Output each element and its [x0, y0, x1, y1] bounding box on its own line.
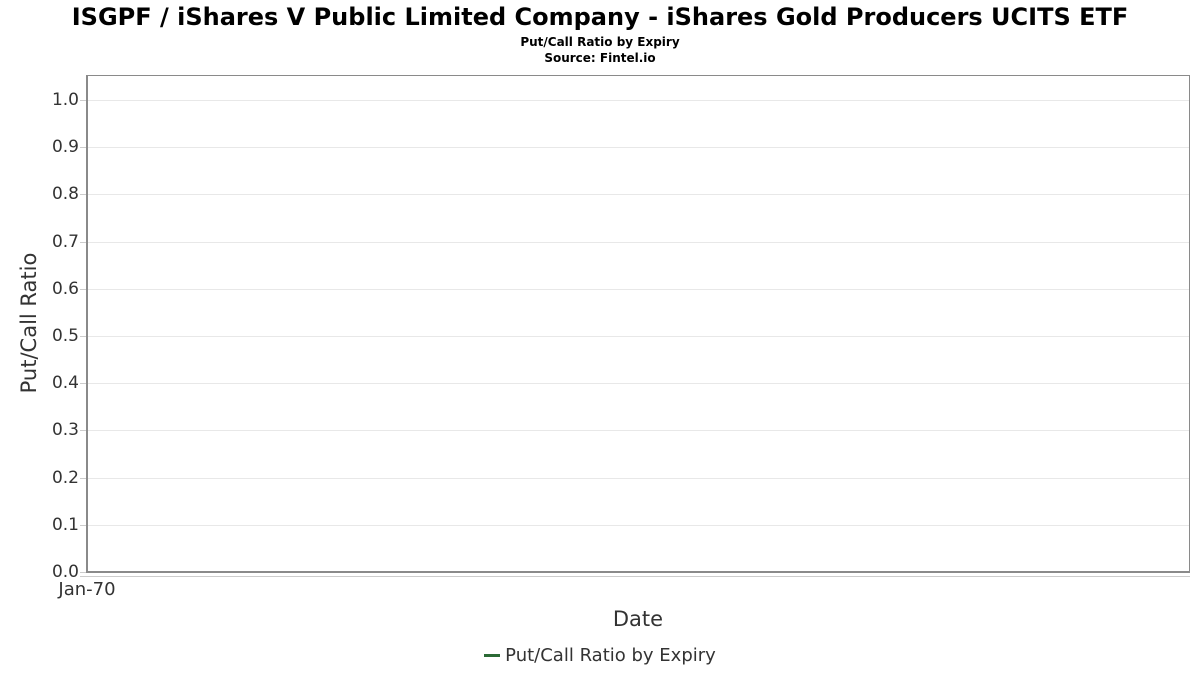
y-axis-tick-label: 0.9 [51, 137, 79, 157]
legend-line-marker [484, 654, 501, 657]
chart-title: ISGPF / iShares V Public Limited Company… [71, 3, 1129, 31]
plot-area [86, 75, 1190, 573]
gridline [88, 242, 1189, 243]
gridline [88, 383, 1189, 384]
y-axis-tick-label: 0.0 [51, 562, 79, 582]
y-axis-tick-mark [80, 336, 86, 337]
gridline [88, 194, 1189, 195]
gridline [88, 478, 1189, 479]
y-axis-tick-mark [80, 383, 86, 384]
y-axis-tick-label: 0.5 [51, 326, 79, 346]
chart-subtitle: Put/Call Ratio by Expiry [520, 35, 680, 49]
y-axis-tick-mark [80, 242, 86, 243]
y-axis-tick-mark [80, 147, 86, 148]
y-axis-tick-label: 0.6 [51, 279, 79, 299]
y-axis-tick-mark [80, 430, 86, 431]
gridline [88, 336, 1189, 337]
y-axis-tick-label: 1.0 [51, 90, 79, 110]
y-axis-tick-label: 0.4 [51, 373, 79, 393]
gridline [88, 430, 1189, 431]
y-axis-tick-mark [80, 289, 86, 290]
y-axis-tick-mark [80, 194, 86, 195]
y-axis-tick-label: 0.3 [51, 420, 79, 440]
x-axis-tick-label: Jan-70 [58, 579, 116, 600]
y-axis-tick-label: 0.7 [51, 232, 79, 252]
y-axis-tick-label: 0.8 [51, 184, 79, 204]
chart-source-label: Source: Fintel.io [544, 51, 656, 65]
x-axis-line [80, 576, 1190, 577]
gridline [88, 525, 1189, 526]
y-axis-tick-mark [80, 100, 86, 101]
y-axis-tick-label: 0.2 [51, 468, 79, 488]
gridline [88, 289, 1189, 290]
y-axis-tick-mark [80, 525, 86, 526]
gridline [88, 147, 1189, 148]
y-axis-tick-mark [80, 572, 86, 573]
x-axis-title: Date [612, 607, 664, 631]
y-axis-tick-label: 0.1 [51, 515, 79, 535]
gridline [88, 100, 1189, 101]
legend-label: Put/Call Ratio by Expiry [505, 645, 716, 666]
legend: Put/Call Ratio by Expiry [0, 645, 1200, 666]
y-axis-tick-mark [80, 478, 86, 479]
